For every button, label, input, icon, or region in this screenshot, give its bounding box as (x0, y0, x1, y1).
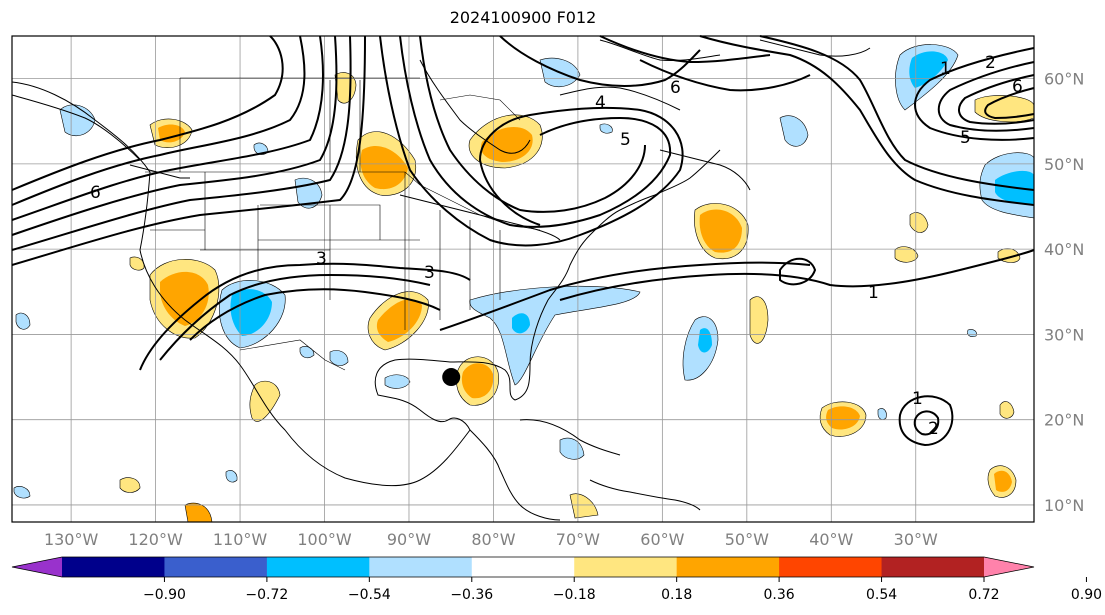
colorbar-segment (164, 557, 268, 577)
positive-anomaly-storm (456, 356, 499, 406)
colorbar-tick-label: −0.54 (348, 587, 391, 603)
longitude-label: 30°W (894, 530, 938, 549)
graticule (12, 36, 1034, 522)
contour-label-group: 1 1 2 3 3 4 5 6 6 6 5 2 1 (90, 53, 1023, 439)
longitude-label: 70°W (556, 530, 600, 549)
colorbar-segment (266, 557, 370, 577)
colorbar-segment (62, 557, 165, 577)
latitude-label: 50°N (1044, 155, 1084, 174)
contour-label-4: 4 (595, 93, 606, 113)
colorbar-segment (471, 557, 575, 577)
colorbar-tick-label: 0.18 (661, 587, 692, 603)
contour-label-2b: 2 (985, 53, 996, 73)
colorbar-extend-high (984, 557, 1034, 577)
negative-anomaly-southeast (469, 285, 641, 386)
positive-anomaly-west-coast (149, 259, 220, 339)
colorbar-outline (11, 556, 1035, 578)
colorbar-tick-label: −0.36 (450, 587, 493, 603)
longitude-labels: 130°W 120°W 110°W 100°W 90°W 80°W 70°W 60°W 50°W… (44, 530, 938, 549)
colorbar-extend-low (12, 557, 62, 577)
latitude-labels: 10°N 20°N 30°N 40°N 50°N 60°N (1044, 70, 1084, 515)
colorbar-tick-label: 0.36 (764, 587, 795, 603)
contour-label-5b: 5 (960, 128, 971, 148)
contour-label-6c: 6 (90, 183, 101, 203)
contour-label-1b: 1 (912, 389, 923, 409)
latitude-label: 60°N (1044, 70, 1084, 89)
map-frame (11, 35, 1035, 523)
colorbar-segment (779, 557, 883, 577)
map-title: 2024100900 F012 (449, 8, 597, 27)
negative-anomaly-atlantic (682, 44, 1035, 381)
longitude-label: 130°W (44, 530, 99, 549)
colorbar-tick-label: 0.90 (1071, 587, 1102, 603)
contour-label-6: 6 (670, 78, 681, 98)
colorbar-tick-label: 0.72 (968, 587, 999, 603)
positive-anomaly-gulf (367, 291, 429, 351)
contour-label-1: 1 (868, 283, 879, 303)
negative-anomaly-southwest (219, 280, 286, 349)
colorbar-segment (881, 557, 985, 577)
longitude-label: 50°W (725, 530, 769, 549)
colorbar: −0.90 −0.72 −0.54 −0.36 −0.18 0.18 0.36 0.54 0.7… (11, 556, 1102, 603)
colorbar-tick-label: −0.90 (143, 587, 186, 603)
contour-label-3b: 3 (424, 263, 435, 283)
contour-label-3: 3 (316, 249, 327, 269)
longitude-label: 110°W (213, 530, 268, 549)
shaded-anomalies (13, 44, 1035, 523)
positive-anomaly-quebec (468, 114, 543, 169)
longitude-label: 60°W (640, 530, 684, 549)
positive-anomaly-atlantic (694, 203, 749, 260)
contour-label-2: 2 (928, 419, 939, 439)
longitude-label: 80°W (471, 530, 515, 549)
latitude-label: 20°N (1044, 411, 1084, 430)
colorbar-tick-label: −0.18 (553, 587, 596, 603)
contour-label-5: 5 (620, 130, 631, 150)
colorbar-segment (574, 557, 678, 577)
colorbar-tick-label: 0.54 (866, 587, 897, 603)
contour-label-6b: 6 (1012, 77, 1023, 97)
latitude-label: 10°N (1044, 496, 1084, 515)
storm-center-marker (442, 368, 461, 387)
colorbar-tick-label: −0.72 (245, 587, 288, 603)
positive-anomaly-east-atlantic (749, 95, 1035, 498)
contour-label-1c: 1 (940, 59, 951, 79)
coastlines (11, 39, 871, 521)
latitude-label: 40°N (1044, 240, 1084, 259)
longitude-label: 40°W (809, 530, 853, 549)
latitude-label: 30°N (1044, 325, 1084, 344)
colorbar-segment (369, 557, 473, 577)
colorbar-segment (676, 557, 780, 577)
longitude-label: 90°W (387, 530, 431, 549)
longitude-label: 100°W (297, 530, 352, 549)
map-plot-area: 1 1 2 3 3 4 5 6 6 6 5 2 1 (11, 35, 1035, 523)
contour-lines (11, 35, 1035, 447)
longitude-label: 120°W (128, 530, 183, 549)
